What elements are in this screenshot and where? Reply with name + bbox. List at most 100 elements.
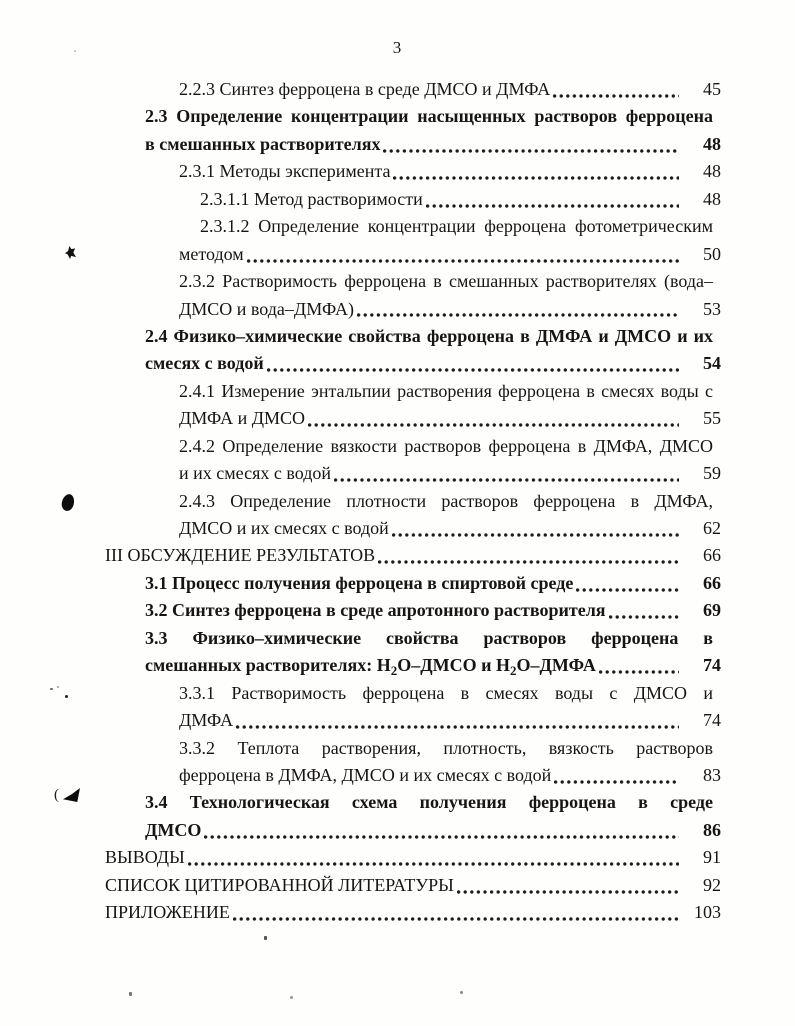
- toc-row-3-3-2-line2: ферроцена в ДМФА, ДМСО и их смесях с вод…: [105, 762, 721, 789]
- dot-leader: [425, 202, 679, 209]
- toc-entry-text: методом: [179, 243, 244, 264]
- dot-leader: [383, 147, 679, 154]
- toc-entry-text: ДМСО: [145, 819, 202, 840]
- toc-page-number: 62: [703, 518, 721, 538]
- toc-page-number: 55: [703, 408, 721, 429]
- scan-speck: [129, 992, 132, 996]
- toc-entry-text: ВЫВОДЫ: [105, 847, 185, 868]
- toc-row-3-3-1-line1: 3.3.1 Растворимость ферроцена в смесях в…: [179, 682, 713, 703]
- toc-entry-text: 3.2 Синтез ферроцена в среде апротонного…: [145, 600, 606, 621]
- toc-row-3-3-line1: 3.3 Физико–химические свойства растворов…: [145, 627, 713, 648]
- toc-row-2-4-2-line1: 2.4.2 Определение вязкости растворов фер…: [179, 435, 713, 456]
- toc-page-number: 74: [703, 655, 721, 676]
- dot-leader: [456, 888, 679, 895]
- dot-leader: [554, 778, 679, 785]
- toc-page-number: 69: [703, 600, 721, 621]
- toc-row-3-3-line2: смешанных растворителях: H2O–ДМСО и H2O–…: [105, 652, 721, 679]
- toc-row-3-4-line2: ДМСО 86: [105, 817, 721, 844]
- toc-row-references: СПИСОК ЦИТИРОВАННОЙ ЛИТЕРАТУРЫ 92: [105, 872, 721, 899]
- toc-row-2-4-3-line1: 2.4.3 Определение плотности растворов фе…: [179, 490, 713, 511]
- toc-page-number: 91: [703, 847, 721, 868]
- toc-entry-text: и их смесях с водой: [179, 463, 331, 484]
- dot-leader: [266, 367, 679, 374]
- toc-entry-text: 2.3.1 Методы эксперимента: [179, 161, 391, 182]
- ink-mark-paren: (: [54, 787, 59, 803]
- dot-leader: [378, 559, 679, 566]
- toc-page-number: 54: [703, 353, 721, 374]
- scan-speck: [264, 936, 267, 940]
- dot-leader: [187, 861, 679, 868]
- dot-leader: [608, 614, 679, 621]
- toc-row-3-4-line1: 3.4 Технологическая схема получения ферр…: [145, 792, 713, 813]
- dot-leader: [391, 531, 679, 538]
- toc-page-number: 48: [703, 161, 721, 182]
- toc-page-number: 50: [703, 243, 721, 264]
- toc-page-number: 59: [703, 463, 721, 484]
- toc-row-2-4-2-line2: и их смесях с водой 59: [105, 460, 721, 487]
- toc-row-2-3-line1: 2.3 Определение концентрации насыщенных …: [145, 106, 713, 127]
- toc-entry-text: 2.3.1.1 Метод растворимости: [200, 188, 423, 209]
- toc-row-2-4-1-line2: ДМФА и ДМСО 55: [105, 405, 721, 432]
- toc-entry-text: смешанных растворителях: H2O–ДМСО и H2O–…: [145, 655, 596, 679]
- toc-page-number: 66: [703, 545, 721, 566]
- toc-page-number: 74: [703, 710, 721, 731]
- toc-entry-text: ДМФА и ДМСО: [179, 408, 306, 429]
- dot-leader: [357, 312, 679, 319]
- dot-leader: [334, 477, 679, 484]
- ink-mark: [65, 246, 76, 259]
- toc-entry-text: ферроцена в ДМФА, ДМСО и их смесях с вод…: [179, 764, 552, 785]
- toc-page-number: 48: [703, 133, 721, 154]
- toc-row-2-3-line2: в смешанных растворителях 48: [105, 131, 721, 158]
- toc-page-number: 48: [703, 188, 721, 209]
- toc-row-appendix: ПРИЛОЖЕНИЕ 103: [105, 899, 721, 926]
- toc-page-number: 66: [703, 572, 721, 593]
- toc-entry-text: 3.1 Процесс получения ферроцена в спирто…: [145, 572, 574, 593]
- toc-row-2-3-2-line1: 2.3.2 Растворимость ферроцена в смешанны…: [179, 271, 713, 292]
- toc-row-2-4-1-line1: 2.4.1 Измерение энтальпии растворения фе…: [179, 380, 713, 401]
- toc-page-number: 83: [703, 764, 721, 785]
- ink-mark-triangle: [63, 788, 80, 802]
- toc-row-3-3-1-line2: ДМФА 74: [105, 707, 721, 734]
- ink-mark: (: [54, 786, 84, 806]
- toc-entry-text: III ОБСУЖДЕНИЕ РЕЗУЛЬТАТОВ: [105, 545, 376, 566]
- toc-row-2-2-3: 2.2.3 Синтез ферроцена в среде ДМСО и ДМ…: [105, 76, 721, 103]
- toc-entry-text: ДМСО и их смесях с водой: [179, 518, 389, 538]
- scan-speck: [50, 688, 53, 690]
- toc-row-chapter-3: III ОБСУЖДЕНИЕ РЕЗУЛЬТАТОВ 66: [105, 542, 721, 569]
- subscript-two: 2: [509, 663, 517, 679]
- toc-page-number: 103: [694, 902, 721, 923]
- dot-leader: [308, 422, 679, 429]
- toc-row-3-2: 3.2 Синтез ферроцена в среде апротонного…: [105, 597, 721, 624]
- toc-row-2-4-line1: 2.4 Физико–химические свойства ферроцена…: [145, 325, 713, 346]
- toc-page-number: 53: [703, 298, 721, 319]
- subscript-two: 2: [390, 663, 398, 679]
- toc-entry-text: смесях с водой: [145, 353, 264, 374]
- toc-row-2-3-1-2-line1: 2.3.1.2 Определение концентрации ферроце…: [200, 216, 713, 237]
- toc-row-3-1: 3.1 Процесс получения ферроцена в спирто…: [105, 570, 721, 597]
- toc-row-3-3-2-line1: 3.3.2 Теплота растворения, плотность, вя…: [179, 737, 713, 758]
- ink-mark: [60, 492, 76, 513]
- toc-row-2-3-1: 2.3.1 Методы эксперимента 48: [105, 158, 721, 185]
- toc-entry-text: в смешанных растворителях: [145, 133, 381, 154]
- toc-entry-text: 2.2.3 Синтез ферроцена в среде ДМСО и ДМ…: [179, 79, 551, 99]
- toc-page-number: 86: [703, 819, 721, 840]
- dot-leader: [204, 833, 679, 840]
- toc-page-number: 92: [703, 874, 721, 895]
- dot-leader: [598, 669, 679, 676]
- toc-row-2-4-3-line2: ДМСО и их смесях с водой 62: [105, 515, 721, 542]
- dot-leader: [553, 92, 679, 99]
- toc-page-number: 45: [703, 79, 721, 99]
- scan-speck: [460, 991, 463, 994]
- dot-leader: [576, 586, 679, 593]
- toc-entry-text: ПРИЛОЖЕНИЕ: [105, 902, 230, 923]
- toc-row-2-3-1-2-line2: методом 50: [105, 241, 721, 268]
- page-number-header: 3: [392, 38, 403, 57]
- toc-row-2-3-1-1: 2.3.1.1 Метод растворимости 48: [105, 186, 721, 213]
- dot-leader: [393, 175, 679, 182]
- toc-row-2-4-line2: смесях с водой 54: [105, 350, 721, 377]
- toc-entry-text: СПИСОК ЦИТИРОВАННОЙ ЛИТЕРАТУРЫ: [105, 874, 454, 895]
- scan-speck: [74, 50, 76, 52]
- dot-leader: [246, 257, 679, 264]
- toc-row-2-3-2-line2: ДМСО и вода–ДМФА) 53: [105, 296, 721, 323]
